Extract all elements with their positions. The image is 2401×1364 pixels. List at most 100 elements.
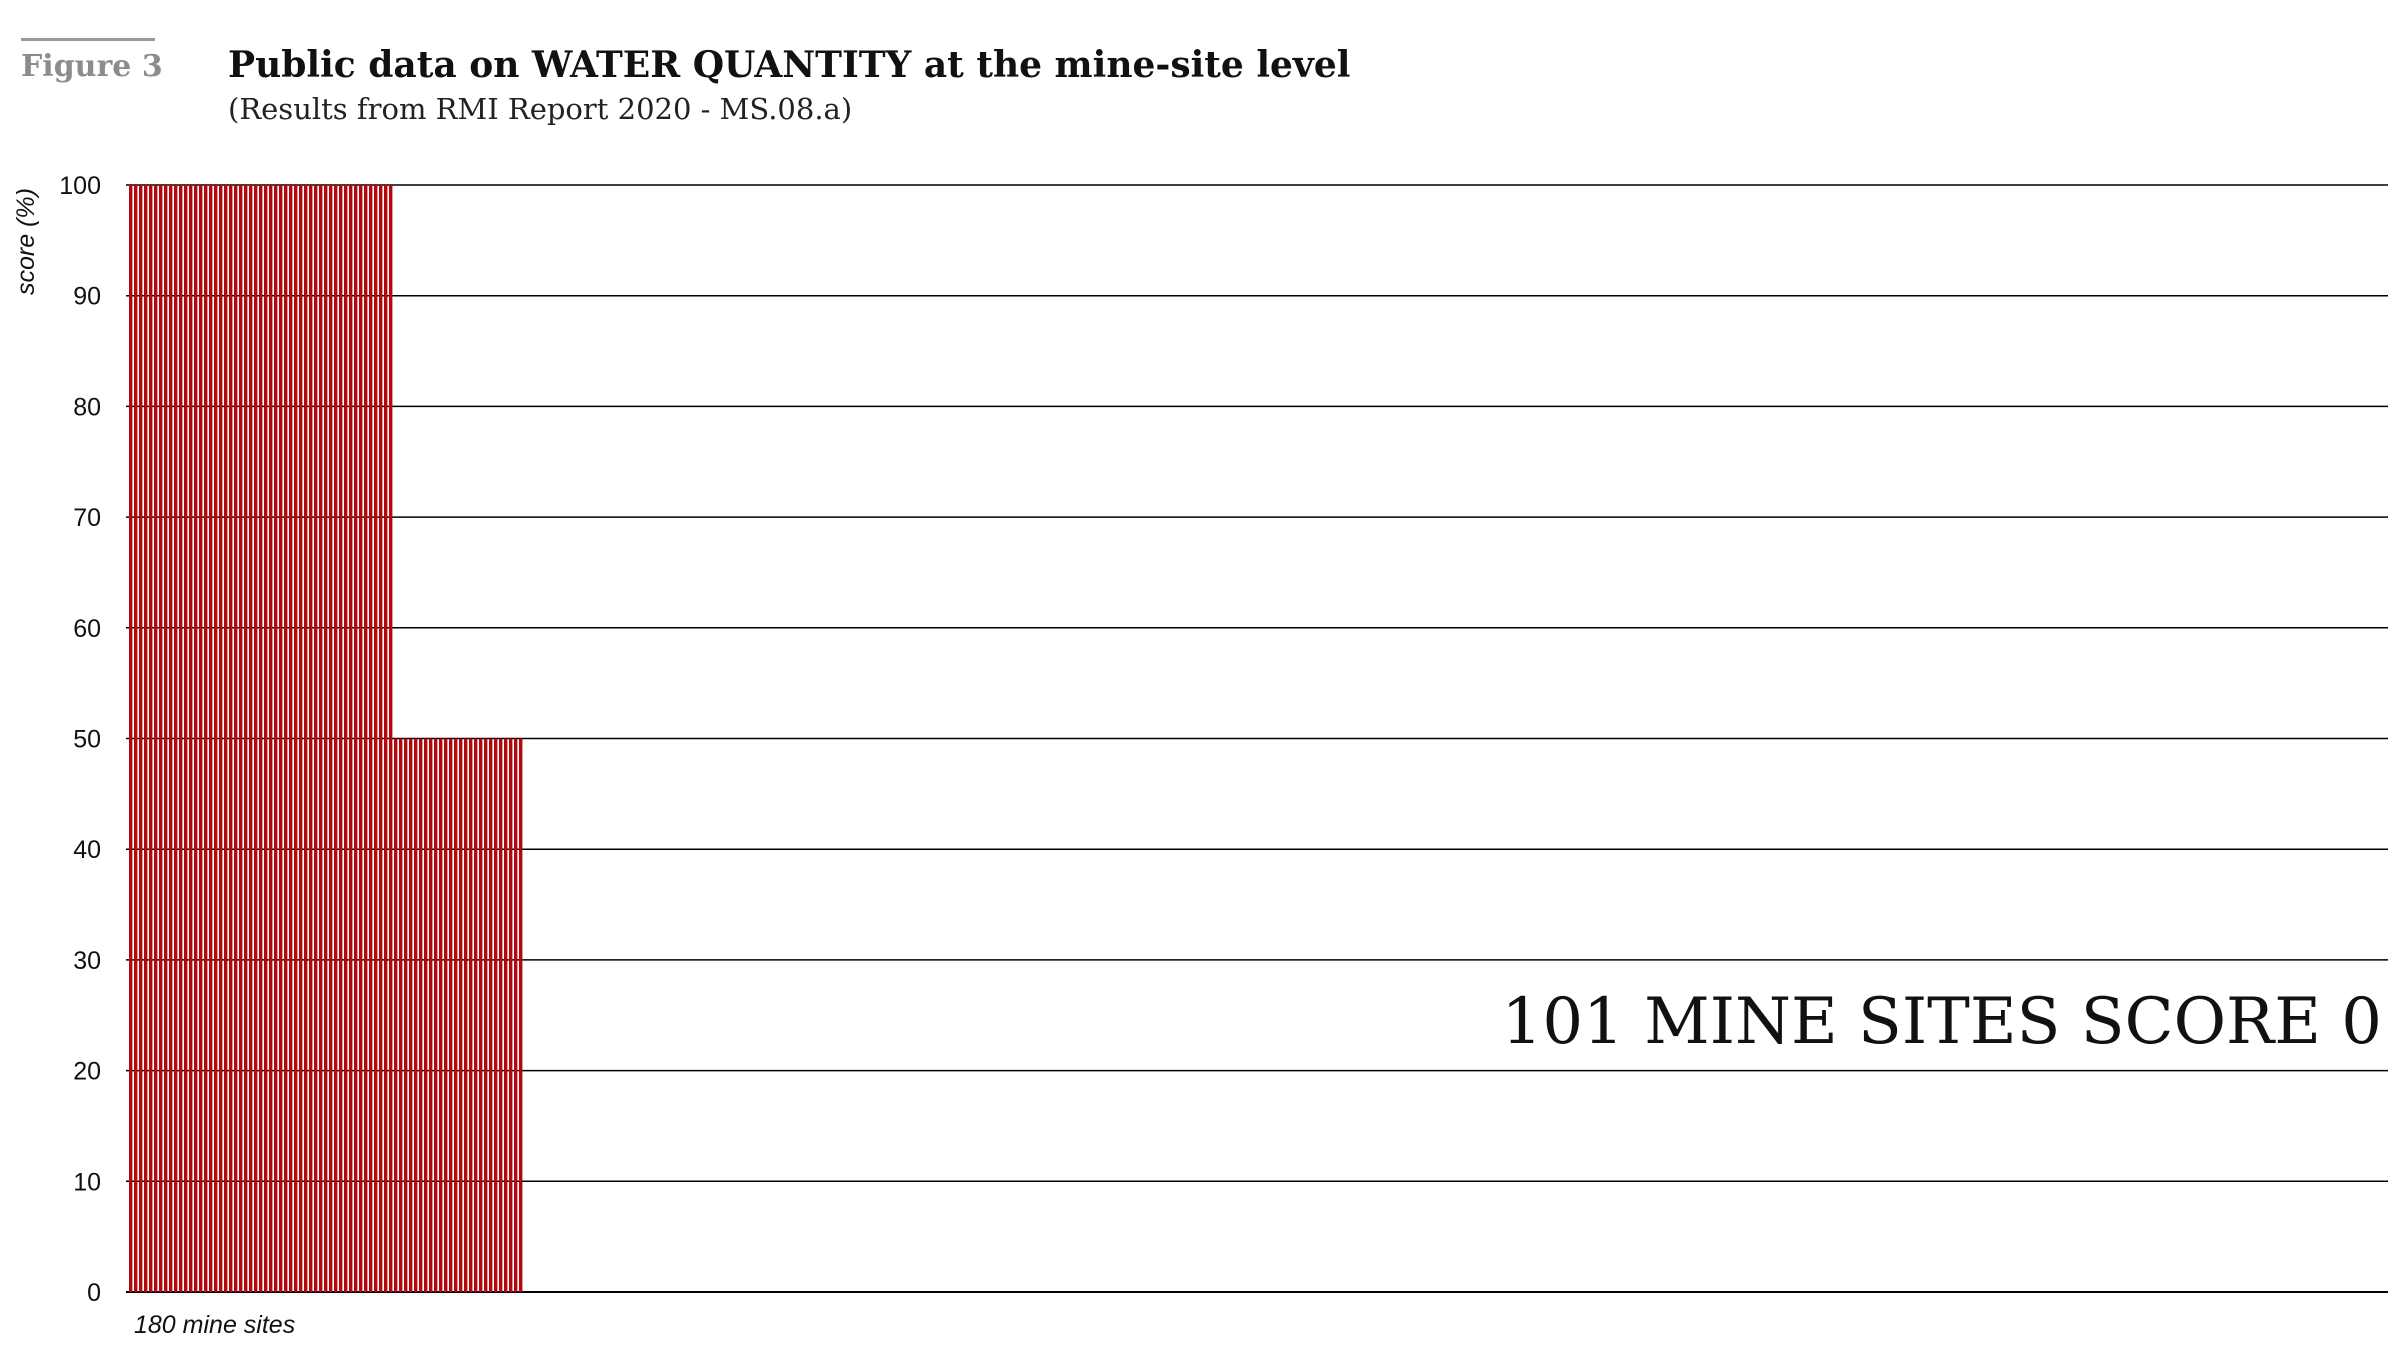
bar-score-100 — [169, 185, 173, 1292]
bar-score-100 — [389, 185, 393, 1292]
bar-score-50 — [394, 738, 398, 1292]
bar-score-100 — [344, 185, 348, 1292]
bar-score-100 — [199, 185, 203, 1292]
bar-score-100 — [294, 185, 298, 1292]
bar-score-100 — [269, 185, 273, 1292]
bar-score-100 — [149, 185, 153, 1292]
bar-score-50 — [514, 738, 518, 1292]
bar-score-100 — [299, 185, 303, 1292]
bar-score-50 — [459, 738, 463, 1292]
bar-score-100 — [259, 185, 263, 1292]
bar-score-50 — [484, 738, 488, 1292]
figure-label: Figure 3 — [21, 38, 163, 89]
y-tick-label: 80 — [73, 393, 101, 421]
bar-score-100 — [279, 185, 283, 1292]
gridlines — [126, 184, 2388, 1293]
bar-score-50 — [494, 738, 498, 1292]
bar-score-50 — [509, 738, 513, 1292]
bar-score-50 — [474, 738, 478, 1292]
bar-score-100 — [369, 185, 373, 1292]
bars — [129, 185, 523, 1292]
bar-score-100 — [354, 185, 358, 1292]
bar-score-100 — [189, 185, 193, 1292]
bar-score-100 — [229, 185, 233, 1292]
bar-score-50 — [489, 738, 493, 1292]
bar-score-100 — [349, 185, 353, 1292]
bar-score-100 — [209, 185, 213, 1292]
bar-score-100 — [164, 185, 168, 1292]
bar-score-50 — [399, 738, 403, 1292]
y-axis-label: score (%) — [12, 188, 40, 295]
bar-score-100 — [364, 185, 368, 1292]
bar-score-100 — [204, 185, 208, 1292]
y-tick-label: 20 — [73, 1058, 101, 1086]
bar-score-100 — [249, 185, 253, 1292]
bar-score-100 — [359, 185, 363, 1292]
bar-score-100 — [224, 185, 228, 1292]
bar-score-100 — [129, 185, 133, 1292]
bar-score-100 — [264, 185, 268, 1292]
bar-score-100 — [304, 185, 308, 1292]
bar-score-100 — [174, 185, 178, 1292]
bar-score-100 — [139, 185, 143, 1292]
bar-score-100 — [284, 185, 288, 1292]
bar-score-50 — [439, 738, 443, 1292]
y-tick-label: 60 — [73, 615, 101, 643]
bar-score-100 — [154, 185, 158, 1292]
bar-score-50 — [504, 738, 508, 1292]
bar-score-50 — [409, 738, 413, 1292]
bar-score-100 — [219, 185, 223, 1292]
bar-score-100 — [184, 185, 188, 1292]
bar-score-100 — [319, 185, 323, 1292]
y-tick-label: 40 — [73, 836, 101, 864]
bar-score-100 — [309, 185, 313, 1292]
bar-score-100 — [314, 185, 318, 1292]
bar-score-50 — [404, 738, 408, 1292]
bar-score-50 — [449, 738, 453, 1292]
y-tick-label: 0 — [87, 1279, 101, 1307]
bar-score-50 — [444, 738, 448, 1292]
bar-score-100 — [324, 185, 328, 1292]
chart-subtitle: (Results from RMI Report 2020 - MS.08.a) — [228, 92, 853, 126]
bar-score-100 — [134, 185, 138, 1292]
y-tick-label: 90 — [73, 283, 101, 311]
y-tick-label: 50 — [73, 726, 101, 754]
bar-score-50 — [424, 738, 428, 1292]
y-tick-labels: 0 10 20 30 40 50 60 70 80 90 100 — [59, 172, 101, 1307]
x-axis-label: 180 mine sites — [134, 1311, 295, 1339]
zero-score-annotation: 101 MINE SITES SCORE 0 — [1502, 985, 2382, 1059]
bar-score-50 — [499, 738, 503, 1292]
bar-score-50 — [429, 738, 433, 1292]
bar-score-100 — [374, 185, 378, 1292]
y-tick-label: 100 — [59, 172, 101, 200]
bar-score-100 — [244, 185, 248, 1292]
bar-score-50 — [434, 738, 438, 1292]
y-tick-label: 30 — [73, 947, 101, 975]
bar-score-100 — [379, 185, 383, 1292]
bar-score-100 — [214, 185, 218, 1292]
bar-score-50 — [419, 738, 423, 1292]
bar-score-100 — [339, 185, 343, 1292]
bar-score-100 — [254, 185, 258, 1292]
bar-score-100 — [329, 185, 333, 1292]
bar-score-100 — [144, 185, 148, 1292]
bar-score-100 — [334, 185, 338, 1292]
bar-score-100 — [159, 185, 163, 1292]
bar-score-50 — [479, 738, 483, 1292]
bar-score-50 — [454, 738, 458, 1292]
y-tick-label: 70 — [73, 504, 101, 532]
bar-score-100 — [384, 185, 388, 1292]
bar-score-100 — [274, 185, 278, 1292]
bar-score-50 — [414, 738, 418, 1292]
bar-score-100 — [239, 185, 243, 1292]
chart-title: Public data on WATER QUANTITY at the min… — [228, 44, 1351, 86]
bar-score-50 — [469, 738, 473, 1292]
y-tick-label: 10 — [73, 1168, 101, 1196]
bar-score-50 — [519, 738, 523, 1292]
bar-score-100 — [179, 185, 183, 1292]
bar-score-50 — [464, 738, 468, 1292]
bar-score-100 — [194, 185, 198, 1292]
bar-score-100 — [234, 185, 238, 1292]
bar-score-100 — [289, 185, 293, 1292]
